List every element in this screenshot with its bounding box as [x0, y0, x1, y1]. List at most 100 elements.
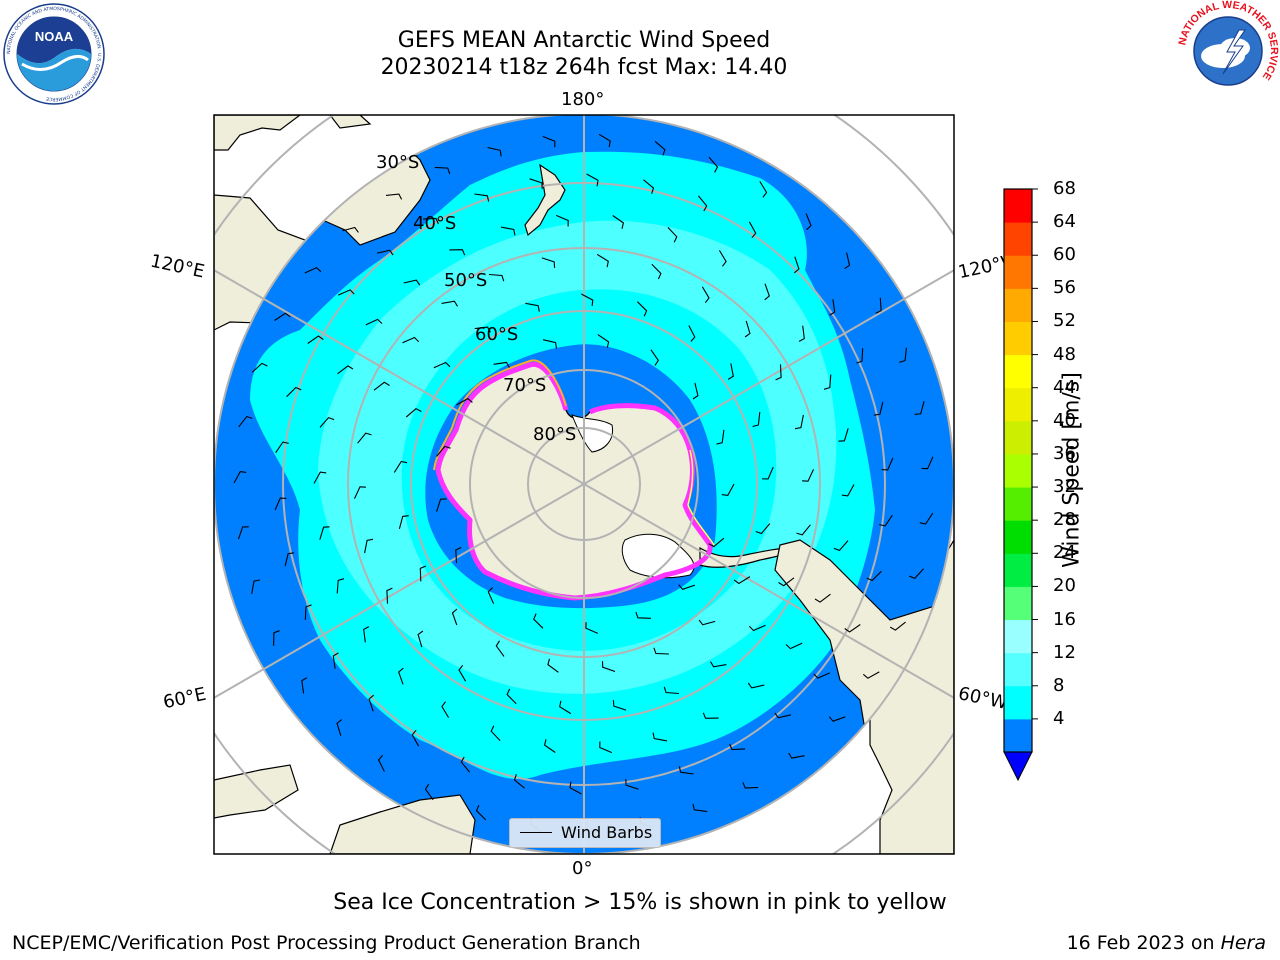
colorbar-cell [1004, 420, 1032, 455]
wind-barb [637, 301, 648, 317]
wind-barb [764, 283, 770, 301]
wind-barb [487, 146, 502, 157]
ross-ice-shelf [571, 414, 614, 453]
wind-barb [873, 401, 884, 416]
wind-barb [667, 227, 678, 243]
wind-barb [433, 361, 451, 369]
wind-barb [742, 782, 759, 789]
colorbar-cell [1004, 189, 1032, 223]
wind-barb [419, 565, 427, 582]
wind-barb [251, 362, 268, 373]
wind-barb [881, 457, 894, 471]
wind-barb [650, 349, 659, 366]
wind-barb [755, 523, 771, 535]
wind-barb [474, 326, 491, 333]
nws-logo: NATIONAL WEATHER SERVICE [1176, 0, 1280, 106]
wind-barb [856, 348, 864, 364]
wind-barb [921, 456, 934, 470]
colorbar-tick-label: 56 [1053, 277, 1076, 299]
wind-barb [879, 514, 893, 527]
colorbar-cell [1004, 321, 1032, 356]
wind-barb [273, 630, 280, 646]
wind-barb [354, 486, 366, 499]
colorbar-tick-label: 64 [1053, 211, 1076, 233]
wind-barb [368, 694, 375, 712]
wind-barb [778, 577, 795, 587]
wind-barb [597, 334, 610, 348]
wind-barb [718, 250, 727, 267]
wind-barb [533, 613, 544, 629]
wind-barb [493, 361, 510, 368]
lat-label-30s: 30°S [376, 152, 420, 173]
colorbar-tick-label: 4 [1053, 707, 1065, 729]
wind-barb [721, 483, 735, 496]
wind-barb [775, 364, 782, 381]
wind-barb [529, 178, 543, 189]
lat-label-40s: 40°S [413, 213, 457, 234]
wind-barb [733, 576, 751, 585]
wind-barb [625, 779, 639, 790]
wind-barb [692, 803, 708, 813]
wind-barb [238, 415, 253, 428]
wind-barb [663, 686, 680, 695]
colorbar-tickmarks [1032, 188, 1038, 720]
colorbar [1003, 188, 1038, 782]
wind-barb [678, 766, 694, 775]
wind-barb [555, 214, 569, 227]
map-frame [213, 114, 955, 855]
wind-barb-legend-line [520, 832, 552, 833]
wind-barb [376, 249, 394, 256]
wind-barb [813, 672, 831, 679]
wind-barb [796, 524, 811, 536]
wind-barb [844, 252, 851, 270]
wind-barb [319, 416, 335, 428]
wind-barb [301, 677, 308, 694]
wind-barb [866, 570, 882, 582]
wind-barb [542, 135, 556, 148]
colorbar-cells [1004, 189, 1032, 753]
lat-label-60s: 60°S [475, 324, 519, 345]
colorbar-tick-label: 32 [1053, 476, 1076, 498]
wind-barb [337, 289, 355, 296]
footer-date: 16 Feb 2023 on Hera [1067, 932, 1266, 954]
wind-barb [875, 297, 882, 314]
colorbar-cell [1004, 553, 1032, 587]
colorbar-cell [1004, 255, 1032, 289]
colorbar-tick-label: 48 [1053, 343, 1076, 365]
wind-barb [403, 279, 421, 286]
colorbar-cell [1004, 685, 1032, 720]
wind-barb [798, 325, 805, 342]
wind-barb [422, 217, 439, 225]
wind-barb [788, 752, 805, 759]
wind-barb [487, 587, 495, 604]
colorbar-cell [1004, 453, 1032, 488]
colorbar-cell [1004, 586, 1032, 621]
wind-barb [710, 661, 727, 668]
wind-barb [513, 774, 525, 789]
wind-barb [654, 140, 666, 156]
wind-barb [908, 568, 925, 579]
wind-barb [802, 469, 814, 482]
colorbar-cell [1004, 619, 1032, 654]
noaa-logo: NOAA NATIONAL OCEANIC AND ATMOSPHERIC AD… [2, 2, 106, 110]
wind-barb [841, 484, 855, 497]
wind-barb [747, 682, 765, 689]
wind-barb [585, 622, 599, 634]
wind-barb [307, 335, 324, 344]
wind-barb [319, 526, 330, 540]
wind-barb [774, 712, 792, 719]
wind-barb [653, 647, 669, 655]
wind-barb [364, 538, 374, 554]
wind-barb [543, 739, 556, 753]
wind-barb [844, 624, 861, 633]
wind-barb [702, 712, 719, 719]
wind-barb [411, 729, 420, 747]
wind-barb [823, 374, 832, 390]
wind-barb [490, 725, 501, 741]
wind-barb [678, 584, 696, 590]
wind-barb [251, 579, 261, 594]
wind-barb [752, 411, 761, 428]
lat-label-50s: 50°S [444, 270, 488, 291]
wind-barb [794, 414, 804, 430]
